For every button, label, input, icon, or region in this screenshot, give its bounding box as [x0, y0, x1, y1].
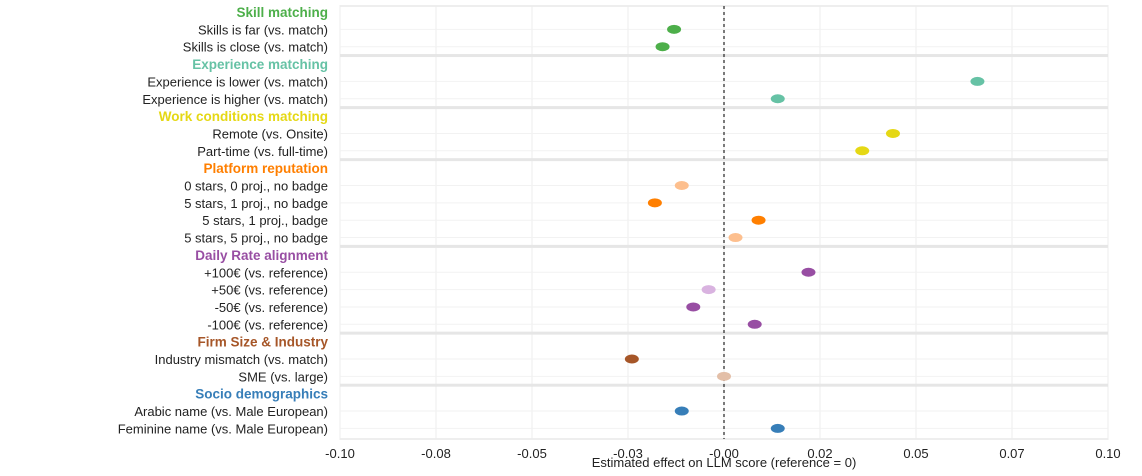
row-label: Remote (vs. Onsite) — [212, 126, 328, 141]
row-label: 5 stars, 5 proj., no badge — [184, 231, 328, 246]
group-header: Platform reputation — [203, 161, 328, 176]
group-separator — [340, 106, 1108, 110]
group-separator — [340, 331, 1108, 335]
data-point — [770, 423, 785, 433]
group-header: Socio demographics — [195, 387, 328, 402]
row-label: Feminine name (vs. Male European) — [118, 421, 328, 436]
row-label: 5 stars, 1 proj., badge — [202, 213, 328, 228]
x-tick-label: -0.10 — [325, 446, 355, 461]
group-separator — [340, 158, 1108, 162]
row-label: -50€ (vs. reference) — [215, 300, 328, 315]
x-tick-layer: -0.10 -0.08 -0.05 -0.03 -0.00 0.02 0.05 0.07 0.1… — [325, 446, 1120, 461]
data-point — [624, 354, 639, 364]
group-header: Daily Rate alignment — [195, 248, 328, 263]
group-header: Skill matching — [236, 5, 328, 20]
row-label: 5 stars, 1 proj., no badge — [184, 196, 328, 211]
x-tick-label: -0.08 — [421, 446, 451, 461]
x-tick-label: 0.02 — [807, 446, 832, 461]
row-label: +50€ (vs. reference) — [211, 283, 328, 298]
data-point — [728, 233, 743, 243]
group-header: Experience matching — [192, 57, 328, 72]
data-point — [667, 24, 682, 34]
x-axis-label: Estimated effect on LLM score (reference… — [592, 455, 857, 470]
x-tick-label: -0.03 — [613, 446, 643, 461]
row-label: -100€ (vs. reference) — [207, 317, 328, 332]
x-tick-label: 0.10 — [1095, 446, 1120, 461]
x-tick-label: -0.05 — [517, 446, 547, 461]
row-label: Arabic name (vs. Male European) — [134, 404, 328, 419]
data-point — [747, 319, 762, 329]
data-point — [674, 181, 689, 190]
row-label: Part-time (vs. full-time) — [197, 144, 328, 159]
data-point — [885, 128, 900, 138]
group-header: Work conditions matching — [159, 109, 328, 124]
data-point — [801, 267, 816, 277]
x-tick-label: -0.00 — [709, 446, 739, 461]
row-label: Industry mismatch (vs. match) — [155, 352, 328, 367]
data-point — [655, 42, 670, 52]
row-label: SME (vs. large) — [238, 369, 328, 384]
row-label: Skills is far (vs. match) — [198, 22, 328, 37]
point-layer — [624, 24, 985, 433]
x-tick-label: 0.05 — [903, 446, 928, 461]
row-label-layer: Skill matching Skills is far (vs. match) S… — [118, 5, 329, 436]
row-label: 0 stars, 0 proj., no badge — [184, 179, 328, 194]
row-label: Experience is higher (vs. match) — [142, 92, 328, 107]
data-point — [674, 406, 689, 416]
x-tick-label: 0.07 — [999, 446, 1024, 461]
data-point — [717, 371, 731, 381]
data-point — [751, 215, 766, 225]
data-point — [701, 285, 716, 295]
group-header: Firm Size & Industry — [197, 335, 328, 350]
row-label: Skills is close (vs. match) — [183, 40, 328, 55]
data-point — [855, 146, 870, 156]
data-point — [647, 198, 662, 208]
row-label: +100€ (vs. reference) — [204, 265, 328, 280]
data-point — [970, 76, 985, 86]
data-point — [686, 302, 701, 312]
row-label: Experience is lower (vs. match) — [147, 74, 328, 89]
data-point — [770, 94, 785, 104]
